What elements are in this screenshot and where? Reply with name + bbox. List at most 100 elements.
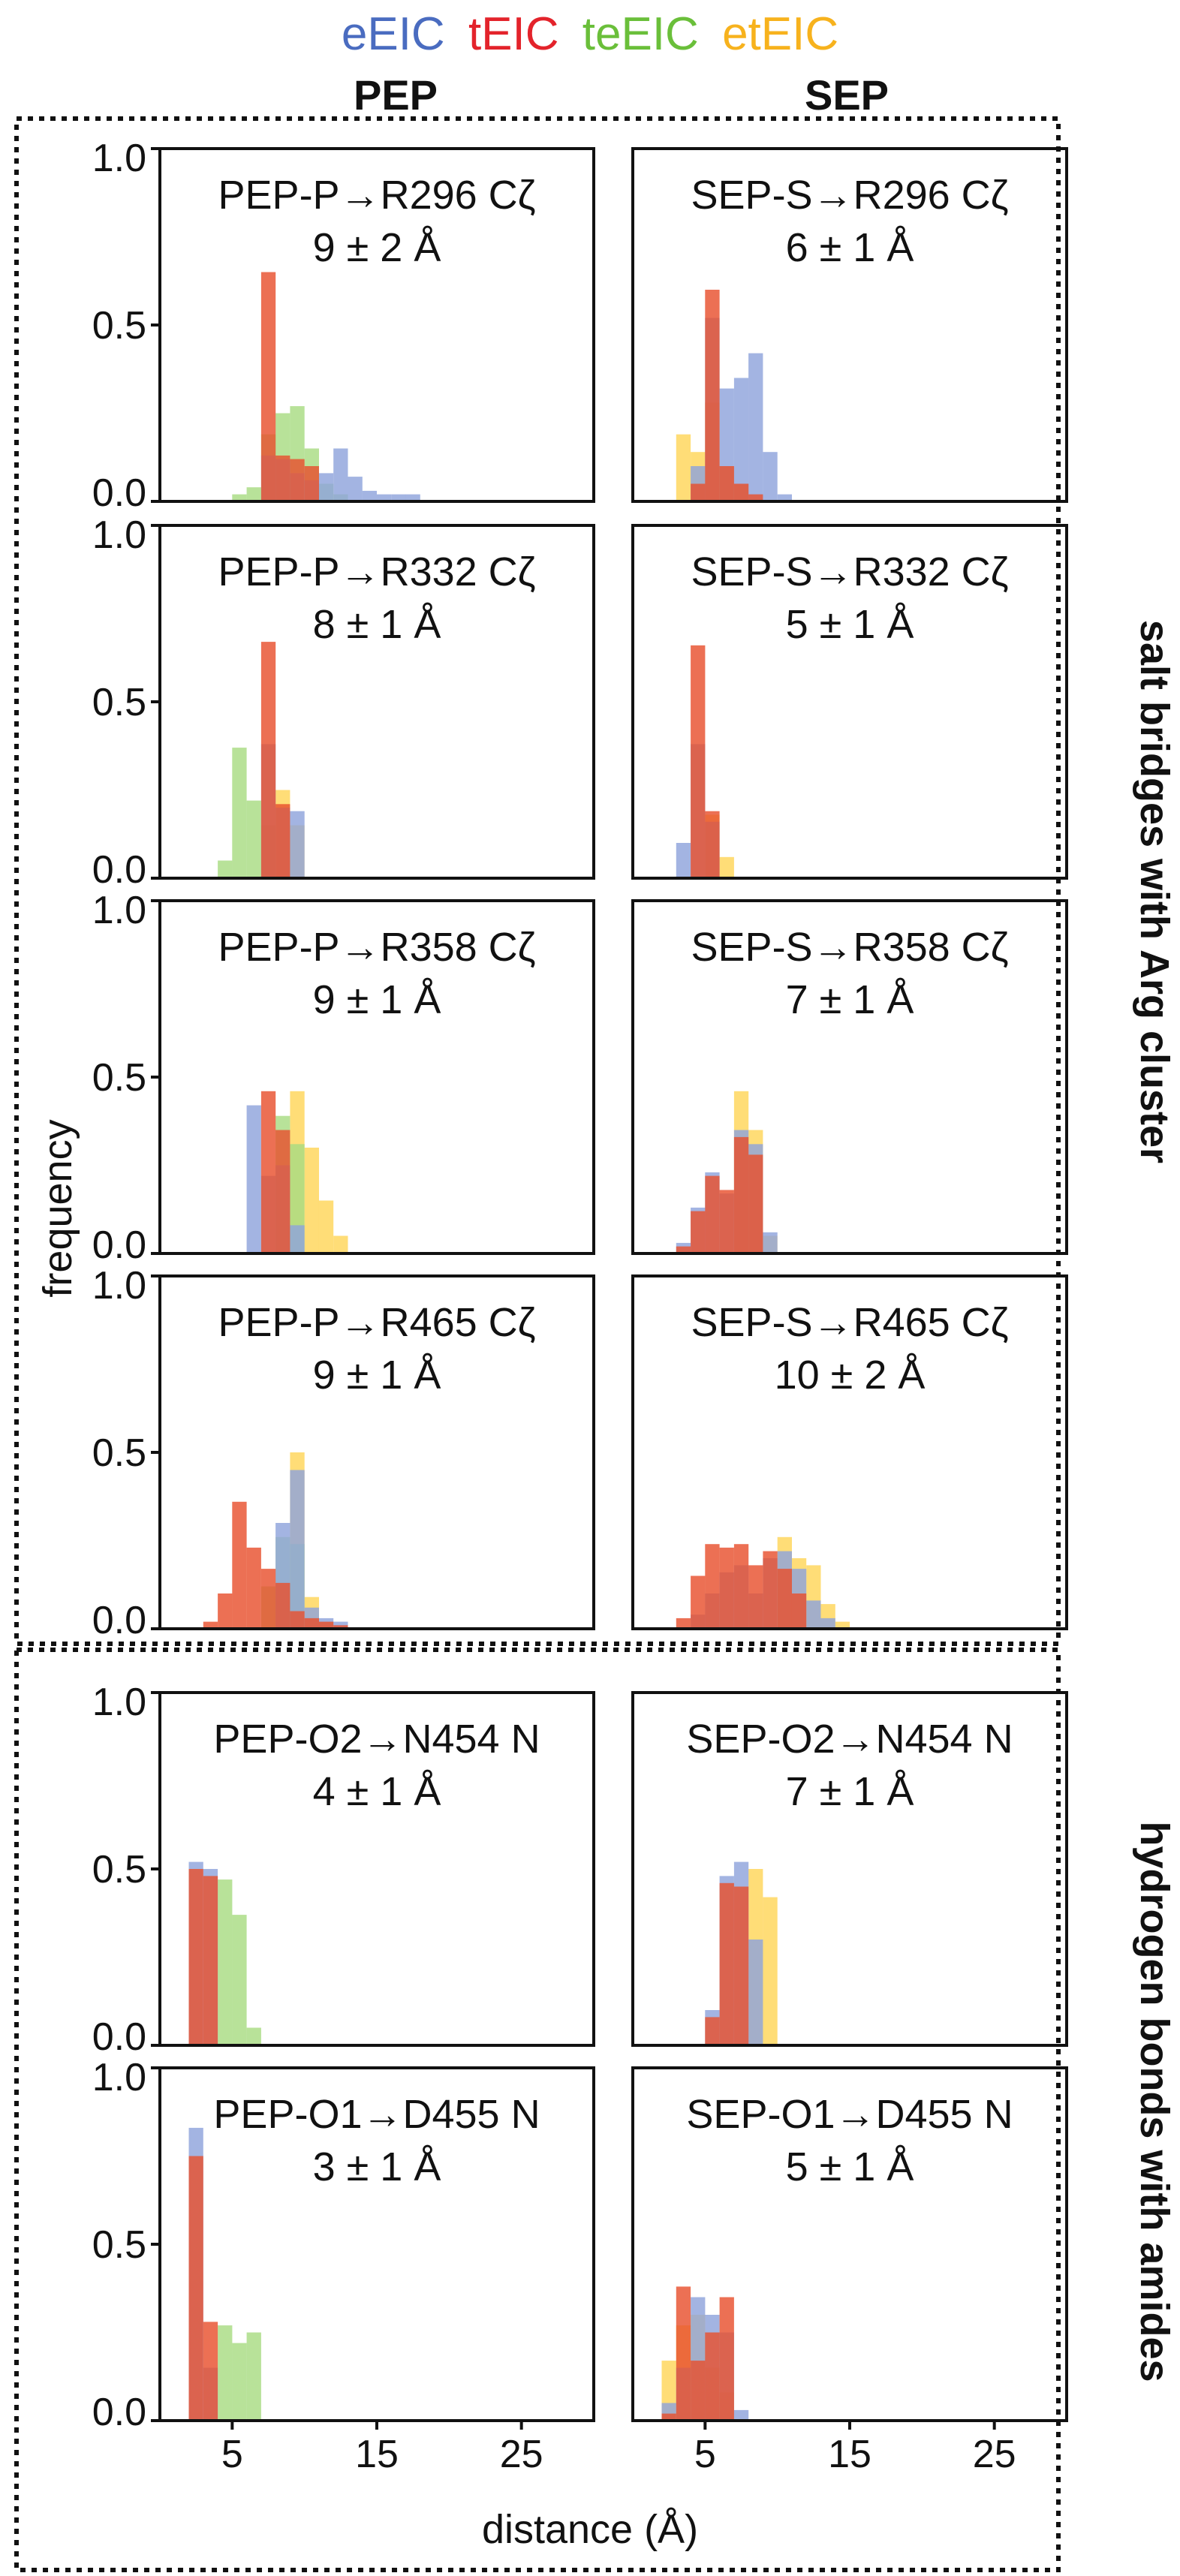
panel-title: PEP-O1→D455 N <box>213 2092 540 2137</box>
panel-title: PEP-P→R465 Cζ <box>218 1300 536 1345</box>
bar-tEIC <box>304 466 319 501</box>
column-header-sep: SEP <box>805 71 889 119</box>
bar-tEIC <box>705 2332 720 2421</box>
bar-teEIC <box>218 860 233 878</box>
bar-eEIC <box>820 1618 835 1629</box>
bar-tEIC <box>203 1876 218 2045</box>
panel-subtitle: 9 ± 1 Å <box>313 977 441 1022</box>
bar-eEIC <box>391 494 406 501</box>
y-tick-label: 0.0 <box>92 848 146 892</box>
panel-title: PEP-O2→N454 N <box>213 1717 540 1762</box>
bar-tEIC <box>290 1611 305 1629</box>
panel-subtitle: 9 ± 2 Å <box>313 225 441 270</box>
y-tick-label: 1.0 <box>92 889 146 932</box>
bar-tEIC <box>218 1593 233 1629</box>
hbond-group-box <box>14 1648 1061 2572</box>
bar-tEIC <box>748 1565 763 1629</box>
bar-tEIC <box>275 1582 290 1629</box>
bar-teEIC <box>232 494 247 501</box>
bar-tEIC <box>260 272 276 501</box>
group-label-hydrogen-bonds: hydrogen bonds with amides <box>1132 1821 1177 2382</box>
panel-title: SEP-S→R465 Cζ <box>691 1300 1009 1345</box>
bar-tEIC <box>705 1175 720 1253</box>
panel-7-pep: PEP-P→R465 Cζ 9 ± 1 Å 0.0 0.5 1.0 <box>92 1264 595 1642</box>
bar-eEIC <box>748 353 763 501</box>
bar-tEIC <box>304 1618 319 1629</box>
y-tick-label: 1.0 <box>92 1264 146 1308</box>
y-tick-label: 0.5 <box>92 1056 146 1100</box>
legend-entry-etEIC: etEIC <box>722 8 838 60</box>
y-tick-label: 0.5 <box>92 2223 146 2267</box>
bar-tEIC <box>719 1547 734 1629</box>
bar-tEIC <box>719 1190 734 1253</box>
panel-frame <box>631 524 1068 880</box>
panel-title: SEP-S→R332 Cζ <box>691 549 1009 594</box>
y-tick-label: 1.0 <box>92 513 146 557</box>
y-tick-label: 0.0 <box>92 2015 146 2059</box>
bar-tEIC <box>661 2413 676 2421</box>
bar-eEIC <box>806 1600 821 1629</box>
panel-title: PEP-P→R332 Cζ <box>218 549 536 594</box>
bar-tEIC <box>188 2156 203 2421</box>
bar-tEIC <box>748 1154 763 1253</box>
bar-tEIC <box>246 1547 261 1629</box>
bar-tEIC <box>275 804 290 878</box>
bar-eEIC <box>763 1232 778 1253</box>
y-tick-label: 1.0 <box>92 2056 146 2099</box>
x-tick-label: 15 <box>828 2433 871 2476</box>
y-tick-label: 0.5 <box>92 681 146 724</box>
panel-3-pep: PEP-P→R332 Cζ 8 ± 1 Å 0.0 0.5 1.0 <box>92 513 595 892</box>
panel-title: SEP-S→R358 Cζ <box>691 925 1009 970</box>
bar-eEIC <box>733 378 749 501</box>
bar-eEIC <box>362 490 377 501</box>
y-tick-label: 0.0 <box>92 1223 146 1267</box>
y-tick-label: 0.5 <box>92 1431 146 1475</box>
panel-subtitle: 5 ± 1 Å <box>786 2144 914 2189</box>
y-tick-label: 0.5 <box>92 1848 146 1891</box>
bar-eEIC <box>333 448 348 501</box>
bar-etEIC <box>318 1200 334 1253</box>
bar-teEIC <box>246 2027 261 2045</box>
bar-teEIC <box>232 748 247 878</box>
x-axis-label: distance (Å) <box>482 2507 698 2552</box>
bar-eEIC <box>748 1940 763 2045</box>
panel-4-sep: SEP-S→R332 Cζ 5 ± 1 Å <box>631 524 1068 880</box>
panel-subtitle: 10 ± 2 Å <box>775 1353 926 1398</box>
y-tick-label: 0.0 <box>92 471 146 515</box>
bar-tEIC <box>719 466 734 501</box>
y-tick-label: 0.0 <box>92 2391 146 2434</box>
legend-entry-eEIC: eEIC <box>342 8 445 60</box>
bar-tEIC <box>691 483 706 501</box>
panel-title: PEP-P→R296 Cζ <box>218 173 536 218</box>
bar-tEIC <box>232 1501 247 1629</box>
panel-5-pep: PEP-P→R358 Cζ 9 ± 1 Å 0.0 0.5 1.0 <box>92 889 595 1267</box>
x-tick-label: 5 <box>694 2433 716 2476</box>
histogram-panels: PEP-P→R296 Cζ 9 ± 2 Å 0.0 0.5 1.0 SEP-S→R296 … <box>92 137 1068 2476</box>
y-tick-label: 1.0 <box>92 1681 146 1724</box>
bar-tEIC <box>705 290 720 501</box>
panel-frame <box>631 147 1068 503</box>
bar-tEIC <box>791 1593 807 1629</box>
panel-frame <box>631 1274 1068 1630</box>
panel-subtitle: 3 ± 1 Å <box>313 2144 441 2189</box>
bar-tEIC <box>733 1886 749 2045</box>
panel-frame <box>631 1691 1068 2047</box>
bar-tEIC <box>203 1621 218 1629</box>
bar-tEIC <box>333 1625 348 1629</box>
group-label-salt-bridges: salt bridges with Arg cluster <box>1132 620 1177 1163</box>
bar-eEIC <box>405 494 420 501</box>
bar-etEIC <box>719 856 734 878</box>
bar-teEIC <box>232 2343 247 2421</box>
bar-teEIC <box>232 1915 247 2045</box>
legend-entry-tEIC: tEIC <box>468 8 559 60</box>
bar-tEIC <box>719 2297 734 2421</box>
bar-tEIC <box>763 1551 778 1629</box>
bar-tEIC <box>203 2322 218 2421</box>
bar-tEIC <box>733 1544 749 1629</box>
bar-eEIC <box>348 477 363 501</box>
bar-teEIC <box>246 2332 261 2421</box>
bar-tEIC <box>275 455 290 501</box>
bar-eEIC <box>676 843 691 878</box>
panel-subtitle: 6 ± 1 Å <box>786 225 914 270</box>
bar-tEIC <box>705 2017 720 2045</box>
